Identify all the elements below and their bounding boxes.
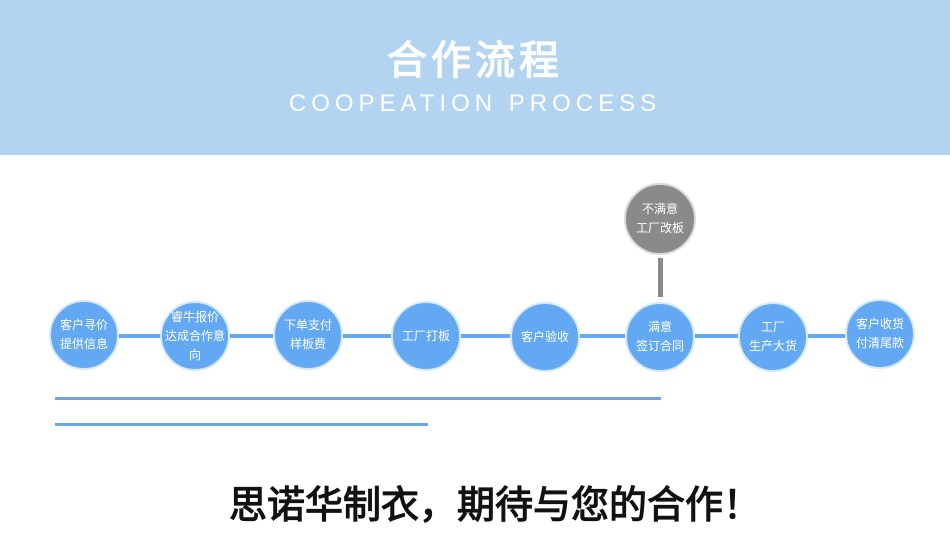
- step-2[interactable]: 睿牛报价达成合作意向: [160, 301, 230, 371]
- step-label: 工厂打板: [401, 328, 450, 343]
- step-5[interactable]: 客户验收: [510, 302, 580, 372]
- branch-step[interactable]: 不满意 工厂改板: [624, 183, 696, 255]
- divider-line: [55, 397, 661, 400]
- connector: [461, 334, 510, 338]
- slogan: 思诺华制衣，期待与您的合作！: [228, 482, 761, 527]
- step-label: 样板费: [289, 337, 326, 351]
- branch-connector: [658, 258, 663, 297]
- connector: [580, 334, 625, 338]
- header-banner: 合作流程 COOPEATION PROCESS: [0, 0, 950, 155]
- connector: [119, 334, 161, 338]
- step-7[interactable]: 工厂 生产大货: [738, 302, 808, 372]
- page-subtitle: COOPEATION PROCESS: [288, 90, 662, 117]
- connector: [808, 334, 845, 338]
- step-label: 客户验收: [520, 329, 569, 344]
- step-label: 客户收货: [855, 317, 904, 331]
- divider-line: [55, 423, 428, 426]
- step-label: 提供信息: [59, 337, 108, 351]
- step-1[interactable]: 客户寻价 提供信息: [49, 300, 119, 370]
- step-label: 满意: [647, 320, 672, 334]
- step-label: 睿牛报价: [170, 309, 219, 324]
- step-label: 下单支付: [283, 318, 332, 332]
- step-label: 生产大货: [748, 339, 797, 353]
- step-label: 签订合同: [635, 339, 684, 353]
- step-8[interactable]: 客户收货 付清尾款: [845, 299, 915, 369]
- branch-label: 工厂改板: [635, 221, 684, 235]
- step-label: 客户寻价: [59, 318, 108, 332]
- step-4[interactable]: 工厂打板: [391, 301, 461, 371]
- step-label: 付清尾款: [855, 336, 904, 350]
- connector: [695, 334, 738, 338]
- page-title: 合作流程: [387, 38, 563, 84]
- branch-label: 不满意: [641, 202, 678, 216]
- step-label: 工厂: [760, 320, 785, 334]
- step-label: 达成合作意向: [164, 328, 225, 362]
- connector: [343, 334, 391, 338]
- step-6[interactable]: 满意 签订合同: [625, 302, 695, 372]
- connector: [230, 334, 273, 338]
- step-3[interactable]: 下单支付 样板费: [273, 300, 343, 370]
